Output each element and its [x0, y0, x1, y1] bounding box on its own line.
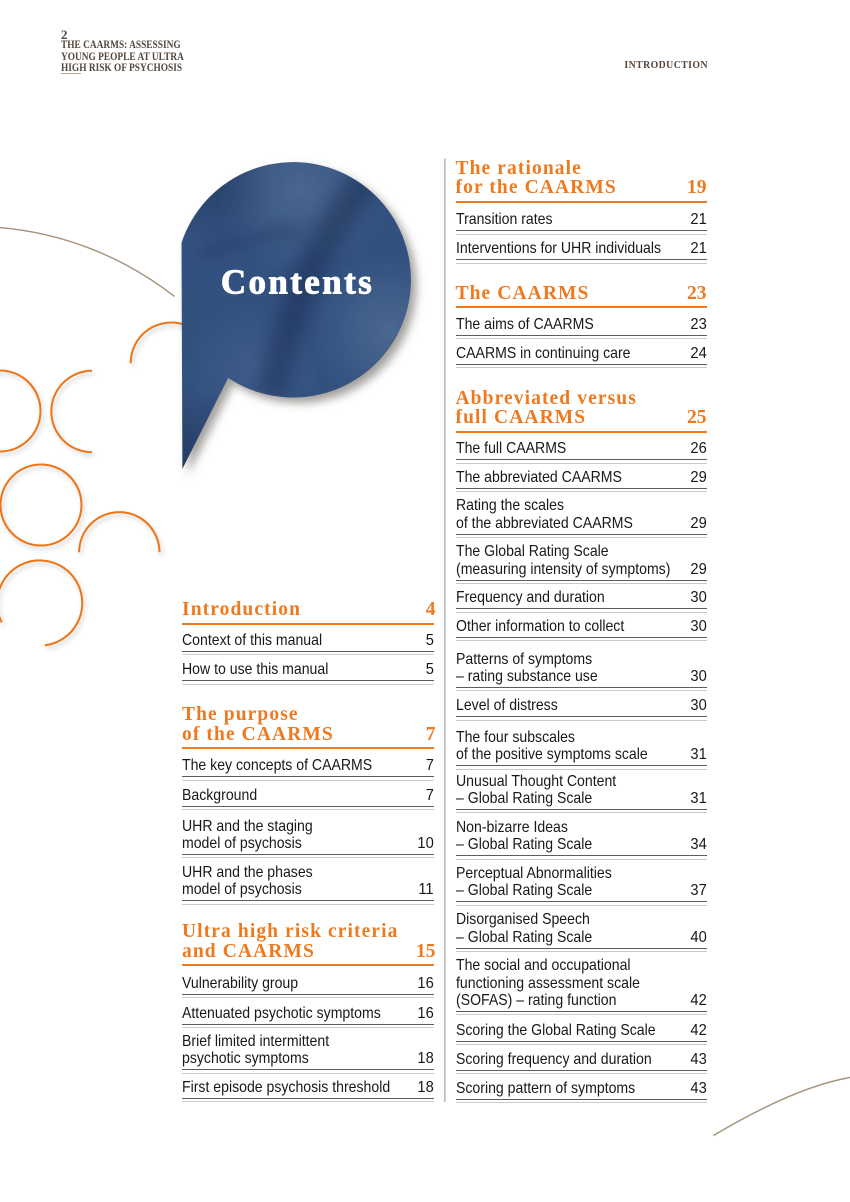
svg-text:Contents: Contents [221, 263, 374, 302]
